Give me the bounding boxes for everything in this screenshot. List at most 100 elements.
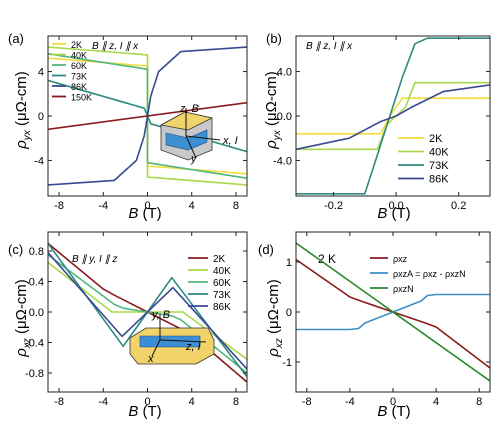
- legend-label-b-0: 2K: [429, 133, 443, 145]
- x-tick-label-b-1: 0.0: [388, 200, 403, 212]
- ylabel-b: ρyx (μΩ-cm): [263, 71, 283, 150]
- inset-label-y-a: y: [190, 153, 198, 165]
- y-tick-label-b-1: 0.0: [277, 111, 292, 123]
- x-tick-label-d-3: 4: [433, 396, 439, 408]
- ylabel-a: ρyx (μΩ-cm): [13, 71, 33, 150]
- xlabel-b: B (T): [377, 205, 410, 222]
- xlabel-a: B (T): [128, 205, 161, 222]
- x-tick-label-c-1: -4: [98, 396, 108, 408]
- legend-label-d-1: ρxzA = ρxz - ρxzN: [393, 269, 466, 279]
- series-line-b-2: [296, 37, 490, 195]
- crystal-inset-c: y, B z, I x: [129, 309, 215, 365]
- ylabel-d: ρxz (μΩ-cm): [265, 279, 285, 358]
- panel-c: (c) ρxz (μΩ-cm) B (T) B ∥ y, I ∥ z -8 -4 0…: [8, 231, 248, 420]
- axis-x-c: [151, 339, 161, 357]
- y-tick-label-b-2: 4.0: [277, 67, 292, 79]
- y-tick-label-a-1: 0: [38, 111, 44, 123]
- xlabel-c: B (T): [128, 403, 161, 420]
- x-tick-label-a-1: -4: [98, 200, 108, 212]
- panel-b: (b) ρyx (μΩ-cm) B (T) B ∥ z, I ∥ x -0.2 0…: [263, 31, 491, 222]
- legend-label-a-1: 40K: [71, 51, 87, 61]
- x-tick-label-d-2: 0: [390, 396, 396, 408]
- plot-area-d: -8 -4 0 4 8 -1 0 1: [282, 231, 491, 408]
- axis-x-a: [185, 135, 221, 141]
- x-tick-label-c-4: 8: [233, 396, 239, 408]
- legend-label-a-4: 86K: [71, 82, 87, 92]
- annotation-c: B ∥ y, I ∥ z: [72, 254, 117, 265]
- x-tick-label-d-1: -4: [345, 396, 355, 408]
- x-tick-label-b-2: 0.2: [451, 200, 466, 212]
- legend-label-d-2: ρxzN: [393, 284, 414, 294]
- plot-area-c: -8 -4 0 4 8 -0.8 -0.4 0.0 0.4 0.8: [25, 231, 248, 408]
- y-tick-label-c-1: -0.4: [25, 337, 44, 349]
- legend-label-c-3: 73K: [213, 290, 231, 301]
- x-tick-label-d-4: 8: [476, 396, 482, 408]
- y-tick-label-d-0: -1: [282, 357, 292, 369]
- legend-label-d-0: ρxz: [393, 254, 408, 264]
- series-line-b-1: [296, 81, 490, 151]
- series-group-d: [296, 242, 490, 382]
- x-tick-label-a-4: 8: [233, 200, 239, 212]
- y-tick-label-c-0: -0.8: [25, 368, 44, 380]
- panel-label-b: (b): [266, 31, 282, 46]
- annotation-d: 2 K: [318, 252, 336, 266]
- legend-label-a-5: 150K: [71, 93, 92, 103]
- panel-a: (a) ρyx (μΩ-cm) B (T) B ∥ z, I ∥ x -8 -4 0…: [8, 31, 248, 222]
- x-tick-label-c-0: -8: [54, 396, 64, 408]
- inset-label-y-c: y, B: [151, 309, 170, 321]
- annotation-a: B ∥ z, I ∥ x: [92, 41, 139, 52]
- y-tick-label-c-2: 0.0: [29, 307, 44, 319]
- y-tick-label-c-4: 0.8: [29, 246, 44, 258]
- legend-label-a-2: 60K: [71, 61, 87, 71]
- legend-label-a-0: 2K: [71, 40, 82, 50]
- x-tick-label-a-3: 4: [189, 200, 195, 212]
- legend-label-c-1: 40K: [213, 266, 231, 277]
- annotation-b: B ∥ z, I ∥ x: [306, 41, 353, 52]
- panel-label-a: (a): [8, 31, 24, 46]
- xlabel-d: B (T): [377, 403, 410, 420]
- axis-y-a: [185, 135, 197, 159]
- x-tick-label-a-0: -8: [54, 200, 64, 212]
- plot-area-a: -8 -4 0 4 8 -4 0 4: [34, 35, 248, 212]
- axes-frame-b: [295, 35, 491, 197]
- x-tick-label-c-3: 4: [189, 396, 195, 408]
- ylabel-c: ρxz (μΩ-cm): [13, 279, 33, 358]
- legend-label-a-3: 73K: [71, 72, 87, 82]
- y-tick-label-a-2: 4: [38, 67, 44, 79]
- y-tick-label-d-2: 1: [286, 257, 292, 269]
- legend-label-c-0: 2K: [213, 254, 226, 265]
- panel-label-c: (c): [8, 242, 23, 257]
- panel-label-d: (d): [258, 242, 274, 257]
- axis-z-c: [159, 339, 207, 343]
- crystal-layer-c: [139, 335, 201, 348]
- legend-label-c-4: 86K: [213, 302, 231, 313]
- plot-area-b: -0.2 0.0 0.2 -4.0 0.0 4.0: [273, 35, 491, 212]
- y-tick-label-c-3: 0.4: [29, 277, 44, 289]
- y-tick-label-d-1: 0: [286, 307, 292, 319]
- x-tick-label-a-2: 0: [144, 200, 150, 212]
- y-tick-label-a-0: -4: [34, 155, 44, 167]
- legend-label-b-3: 86K: [429, 174, 449, 186]
- series-line-d-2: [296, 242, 490, 382]
- legend-label-c-2: 60K: [213, 278, 231, 289]
- series-line-a-5: [48, 101, 247, 131]
- inset-label-z-c: z, I: [185, 341, 201, 353]
- y-tick-label-b-0: -4.0: [273, 155, 292, 167]
- x-tick-label-c-2: 0: [144, 396, 150, 408]
- legend-label-b-1: 40K: [429, 147, 449, 159]
- crystal-layer-a: [165, 129, 208, 151]
- x-tick-label-d-0: -8: [302, 396, 312, 408]
- series-line-c-4: [48, 252, 247, 370]
- panel-d: (d) ρxz (μΩ-cm) B (T) 2 K -8 -4 0 4 8 -1 0 1 ρx…: [258, 231, 491, 420]
- series-line-b-0: [296, 97, 490, 135]
- series-group-b: [296, 37, 490, 195]
- inset-label-x-c: x: [147, 353, 154, 365]
- inset-label-z-a: z, B: [179, 103, 199, 115]
- legend-label-b-2: 73K: [429, 160, 449, 172]
- inset-label-x-a: x, I: [222, 135, 238, 147]
- x-tick-label-b-0: -0.2: [324, 200, 343, 212]
